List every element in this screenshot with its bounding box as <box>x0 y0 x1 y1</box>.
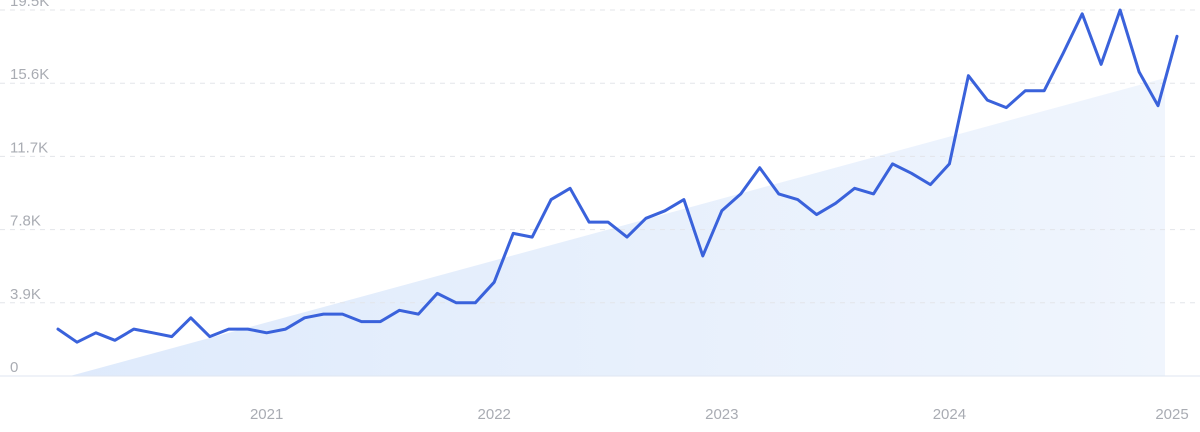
line <box>56 8 1179 344</box>
y-tick-label: 11.7K <box>10 139 48 156</box>
x-tick-label: 2023 <box>705 406 738 423</box>
trend-area <box>70 78 1165 376</box>
y-tick-label: 19.5K <box>10 0 49 10</box>
y-tick-label: 7.8K <box>10 213 41 230</box>
x-tick-label: 2022 <box>478 406 511 423</box>
y-tick-label: 3.9K <box>10 286 41 303</box>
x-tick-label: 2021 <box>250 406 283 423</box>
y-tick-label: 0 <box>10 359 18 376</box>
x-tick-label: 2024 <box>933 406 966 423</box>
x-tick-label: 2025 <box>1155 406 1188 423</box>
y-tick-label: 15.6K <box>10 66 49 83</box>
